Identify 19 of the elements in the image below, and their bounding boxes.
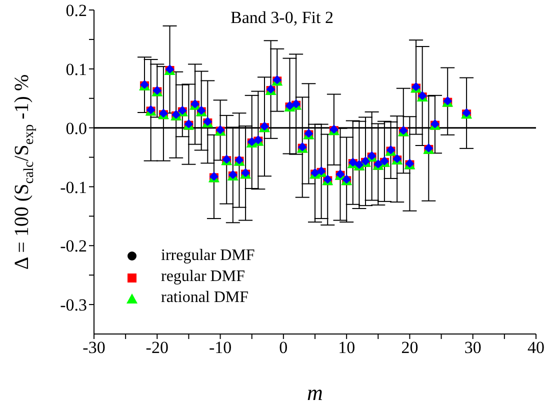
x-tick-label: 10 bbox=[338, 338, 356, 358]
y-tick-label: 0.1 bbox=[66, 60, 87, 79]
x-tick-label: 20 bbox=[401, 338, 418, 358]
y-tick-label: -0.3 bbox=[60, 296, 87, 315]
x-tick-label: 40 bbox=[528, 338, 544, 358]
x-tick-label: -20 bbox=[146, 338, 168, 358]
x-tick-label: -30 bbox=[82, 338, 106, 358]
legend-label: irregular DMF bbox=[161, 246, 255, 266]
x-tick-label: 30 bbox=[464, 338, 482, 358]
legend-label: regular DMF bbox=[161, 267, 245, 287]
y-tick-label: 0.2 bbox=[66, 1, 87, 20]
y-tick-label: 0.0 bbox=[66, 118, 87, 138]
chart-title: Band 3-0, Fit 2 bbox=[230, 8, 334, 28]
x-axis-title: m bbox=[307, 380, 323, 405]
y-tick-label: -0.1 bbox=[60, 178, 87, 197]
x-tick-label: 0 bbox=[279, 338, 288, 358]
legend-label: rational DMF bbox=[161, 288, 249, 308]
y-tick-label: -0.2 bbox=[60, 236, 87, 256]
x-tick-label: -10 bbox=[208, 338, 232, 358]
